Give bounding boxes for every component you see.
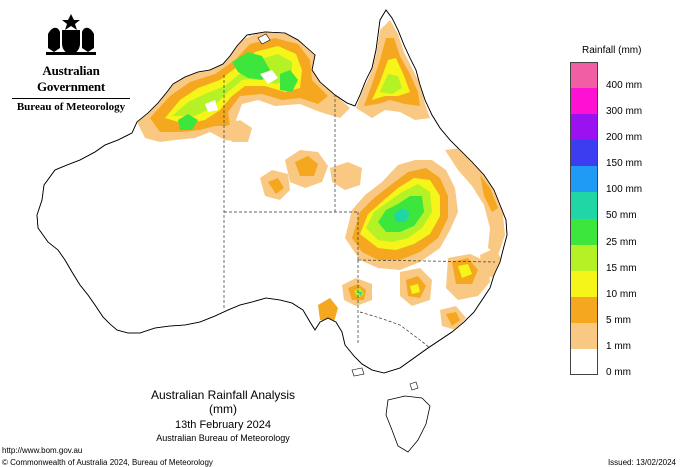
legend-item: 400 mm [570, 62, 678, 91]
divider [12, 98, 130, 99]
legend-swatch [570, 349, 598, 376]
legend-swatch [570, 166, 598, 193]
legend-label: 10 mm [606, 288, 637, 300]
legend-swatch [570, 62, 598, 89]
map-title: Australian Rainfall Analysis (mm) [150, 388, 296, 416]
legend-item: 10 mm [570, 270, 678, 300]
legend-label: 50 mm [606, 210, 637, 222]
legend-label: 300 mm [606, 106, 643, 118]
legend-item: 300 mm [570, 88, 678, 118]
legend-swatch [570, 244, 598, 271]
bureau-title: Bureau of Meteorology [16, 101, 126, 113]
legend-item: 150 mm [570, 140, 678, 170]
legend-label: 15 mm [606, 262, 637, 274]
legend-item: 0 mm [570, 349, 678, 379]
legend-label: 5 mm [606, 314, 631, 326]
legend-label: 200 mm [606, 132, 643, 144]
state-borders [223, 75, 496, 349]
rainfall-overlay [135, 20, 505, 330]
legend-item: 50 mm [570, 192, 678, 222]
government-branding: Australian Government Bureau of Meteorol… [8, 12, 134, 113]
legend-label: 150 mm [606, 158, 643, 170]
map-agency: Australian Bureau of Meteorology [156, 433, 290, 443]
legend-label: 25 mm [606, 236, 637, 248]
legend-label: 1 mm [606, 340, 631, 352]
legend-swatch [570, 296, 598, 323]
rainfall-map [36, 9, 508, 453]
legend-label: 0 mm [606, 367, 631, 379]
issued-date: Issued: 13/02/2024 [607, 458, 676, 467]
coat-of-arms-icon [46, 14, 96, 55]
legend-item: 25 mm [570, 218, 678, 248]
legend-item: 15 mm [570, 244, 678, 274]
legend-swatch [570, 218, 598, 245]
legend-item: 200 mm [570, 114, 678, 144]
map-title-block: Australian Rainfall Analysis (mm) 13th F… [138, 388, 308, 443]
legend-swatch [570, 114, 598, 141]
legend-label: 100 mm [606, 184, 643, 196]
legend-item: 1 mm [570, 322, 678, 352]
government-title: Australian Government [36, 63, 106, 94]
map-date: 13th February 2024 [174, 419, 271, 431]
legend-item: 100 mm [570, 166, 678, 196]
legend-swatch [570, 192, 598, 219]
legend-label: 400 mm [606, 80, 643, 91]
legend-title: Rainfall (mm) [582, 45, 642, 56]
copyright-text: © Commonwealth of Australia 2024, Bureau… [2, 458, 213, 467]
website-link[interactable]: http://www.bom.gov.au [2, 446, 83, 455]
tasmania-outline [385, 395, 431, 453]
legend-item: 5 mm [570, 296, 678, 326]
legend-swatch [570, 270, 598, 297]
legend-swatch [570, 322, 598, 350]
rainfall-legend: Rainfall (mm) 400 mm 300 mm 200 mm 150 mm 10… [570, 45, 678, 379]
legend-swatch [570, 140, 598, 167]
legend-swatch [570, 88, 598, 115]
